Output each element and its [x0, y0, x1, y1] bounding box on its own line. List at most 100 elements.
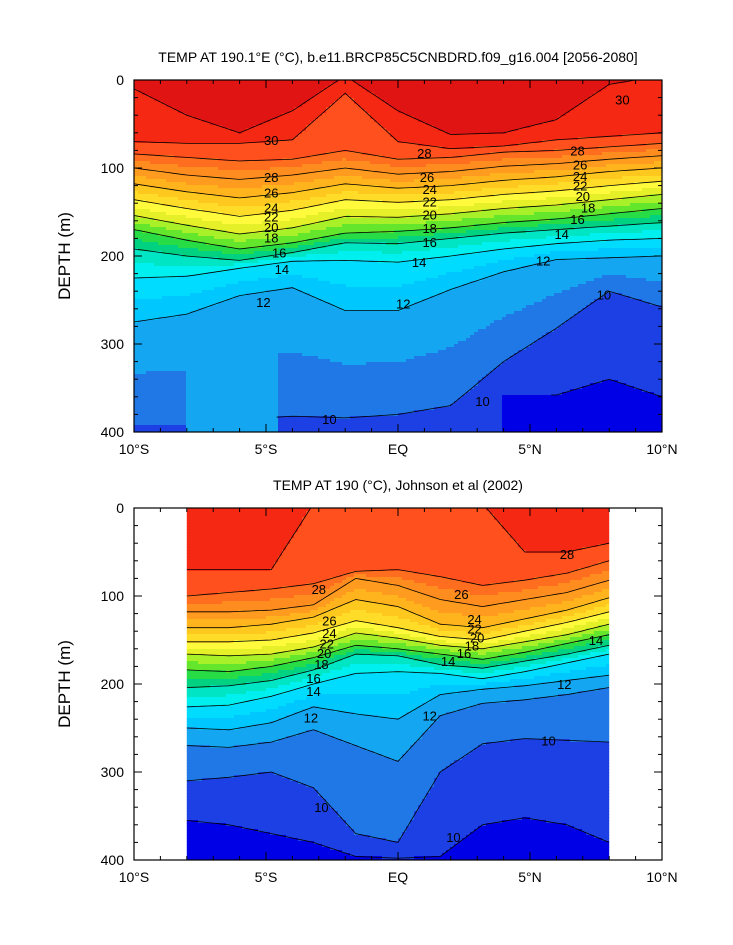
field-cell — [198, 293, 203, 297]
field-cell — [266, 362, 271, 366]
field-cell — [202, 341, 207, 345]
field-cell — [238, 338, 243, 342]
field-cell — [250, 413, 255, 417]
field-cell — [146, 401, 151, 405]
field-cell — [214, 353, 219, 357]
field-cell — [286, 86, 291, 90]
field-cell — [242, 122, 247, 126]
field-cell — [242, 137, 247, 141]
field-cell — [202, 284, 207, 288]
field-cell — [214, 263, 219, 267]
field-cell — [294, 296, 299, 300]
field-cell — [138, 299, 143, 303]
field-cell — [266, 113, 271, 117]
field-cell — [226, 356, 231, 360]
field-cell — [202, 332, 207, 336]
field-cell — [202, 317, 207, 321]
field-cell — [182, 176, 187, 180]
field-cell — [274, 176, 279, 180]
field-cell — [258, 188, 263, 192]
field-cell — [298, 209, 303, 213]
field-cell — [294, 377, 299, 381]
field-cell — [202, 422, 207, 426]
field-cell — [290, 365, 295, 369]
field-cell — [154, 383, 159, 387]
field-cell — [254, 170, 259, 174]
field-cell — [298, 308, 303, 312]
field-cell — [250, 206, 255, 210]
field-cell — [242, 422, 247, 426]
field-cell — [254, 368, 259, 372]
field-cell — [234, 143, 239, 147]
field-cell — [258, 197, 263, 201]
field-cell — [290, 179, 295, 183]
field-cell — [190, 284, 195, 288]
field-cell — [230, 392, 235, 396]
field-cell — [150, 296, 155, 300]
field-cell — [174, 116, 179, 120]
field-cell — [270, 215, 275, 219]
field-cell — [234, 353, 239, 357]
field-cell — [230, 425, 235, 429]
field-cell — [134, 359, 139, 363]
field-cell — [290, 362, 295, 366]
field-cell — [210, 158, 215, 162]
field-cell — [222, 191, 227, 195]
field-cell — [142, 137, 147, 141]
field-cell — [162, 302, 167, 306]
field-cell — [286, 425, 291, 429]
field-cell — [210, 290, 215, 294]
field-cell — [174, 92, 179, 96]
field-cell — [182, 347, 187, 351]
field-cell — [154, 407, 159, 411]
field-cell — [286, 308, 291, 312]
field-cell — [222, 395, 227, 399]
field-cell — [186, 260, 191, 264]
field-cell — [138, 227, 143, 231]
field-cell — [286, 254, 291, 258]
field-cell — [298, 242, 303, 246]
field-cell — [210, 92, 215, 96]
field-cell — [286, 365, 291, 369]
field-cell — [274, 338, 279, 342]
field-cell — [262, 221, 267, 225]
field-cell — [154, 290, 159, 294]
field-cell — [238, 254, 243, 258]
field-cell — [254, 269, 259, 273]
field-cell — [166, 341, 171, 345]
field-cell — [286, 293, 291, 297]
field-cell — [274, 188, 279, 192]
field-cell — [134, 188, 139, 192]
field-cell — [258, 239, 263, 243]
field-cell — [290, 299, 295, 303]
field-cell — [198, 80, 203, 84]
field-cell — [274, 365, 279, 369]
field-cell — [262, 239, 267, 243]
field-cell — [194, 380, 199, 384]
field-cell — [270, 197, 275, 201]
field-cell — [138, 200, 143, 204]
field-cell — [294, 89, 299, 93]
field-cell — [158, 290, 163, 294]
field-cell — [226, 416, 231, 420]
field-cell — [282, 353, 287, 357]
field-cell — [302, 110, 307, 114]
field-cell — [278, 83, 283, 87]
field-cell — [202, 326, 207, 330]
field-cell — [278, 350, 283, 354]
field-cell — [166, 170, 171, 174]
field-cell — [238, 395, 243, 399]
field-cell — [278, 380, 283, 384]
field-cell — [270, 206, 275, 210]
field-cell — [282, 425, 287, 429]
field-cell — [194, 416, 199, 420]
field-cell — [186, 92, 191, 96]
field-cell — [266, 236, 271, 240]
field-cell — [142, 122, 147, 126]
field-cell — [194, 251, 199, 255]
field-cell — [274, 245, 279, 249]
field-cell — [134, 236, 139, 240]
field-cell — [154, 332, 159, 336]
field-cell — [234, 278, 239, 282]
field-cell — [238, 239, 243, 243]
